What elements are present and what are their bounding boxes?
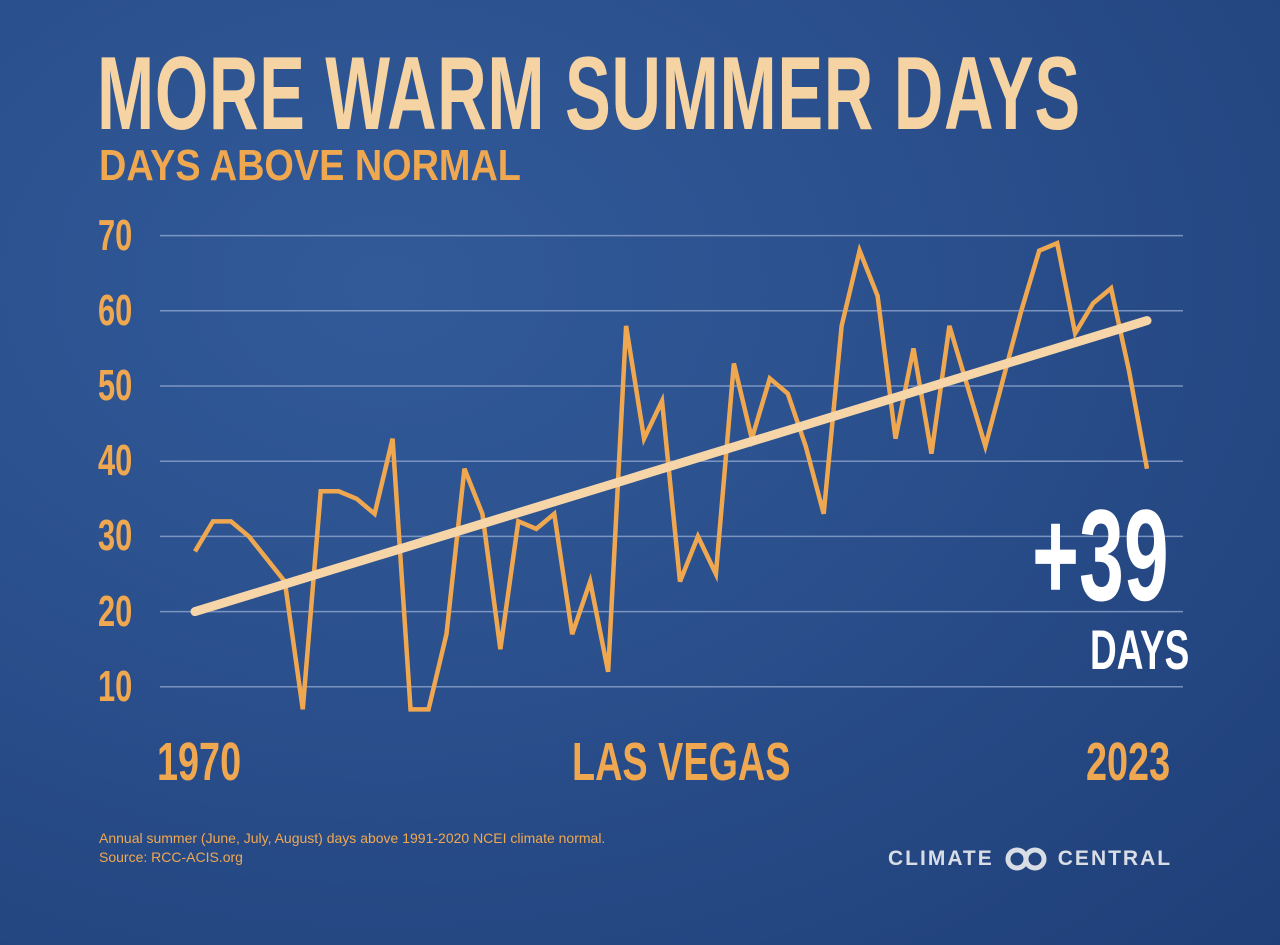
logo-rings-icon xyxy=(1005,847,1047,871)
data-line xyxy=(193,239,1150,712)
change-unit: DAYS xyxy=(1090,618,1190,681)
logo-text-right: CENTRAL xyxy=(1057,847,1173,870)
location-label: LAS VEGAS xyxy=(572,732,791,792)
y-tick-label: 40 xyxy=(98,436,133,486)
x-tick-start: 1970 xyxy=(157,732,242,792)
footnote-description: Annual summer (June, July, August) days … xyxy=(99,830,606,846)
climate-central-logo: CLIMATE CENTRAL xyxy=(888,846,1172,872)
chart-title: MORE WARM SUMMER DAYS xyxy=(97,36,1081,152)
change-value: +39 xyxy=(1032,482,1169,628)
y-tick-label: 70 xyxy=(98,210,133,260)
trend-line xyxy=(190,316,1152,617)
footnote: Annual summer (June, July, August) days … xyxy=(99,829,605,867)
x-tick-end: 2023 xyxy=(1086,732,1171,792)
y-tick-label: 10 xyxy=(98,661,133,711)
footnote-source: Source: RCC-ACIS.org xyxy=(99,849,243,865)
y-tick-label: 30 xyxy=(98,511,133,561)
y-tick-label: 60 xyxy=(98,285,133,335)
y-tick-label: 20 xyxy=(98,586,133,636)
chart-subtitle: DAYS ABOVE NORMAL xyxy=(99,141,521,190)
y-tick-label: 50 xyxy=(98,361,133,410)
logo-text-left: CLIMATE xyxy=(888,847,994,870)
